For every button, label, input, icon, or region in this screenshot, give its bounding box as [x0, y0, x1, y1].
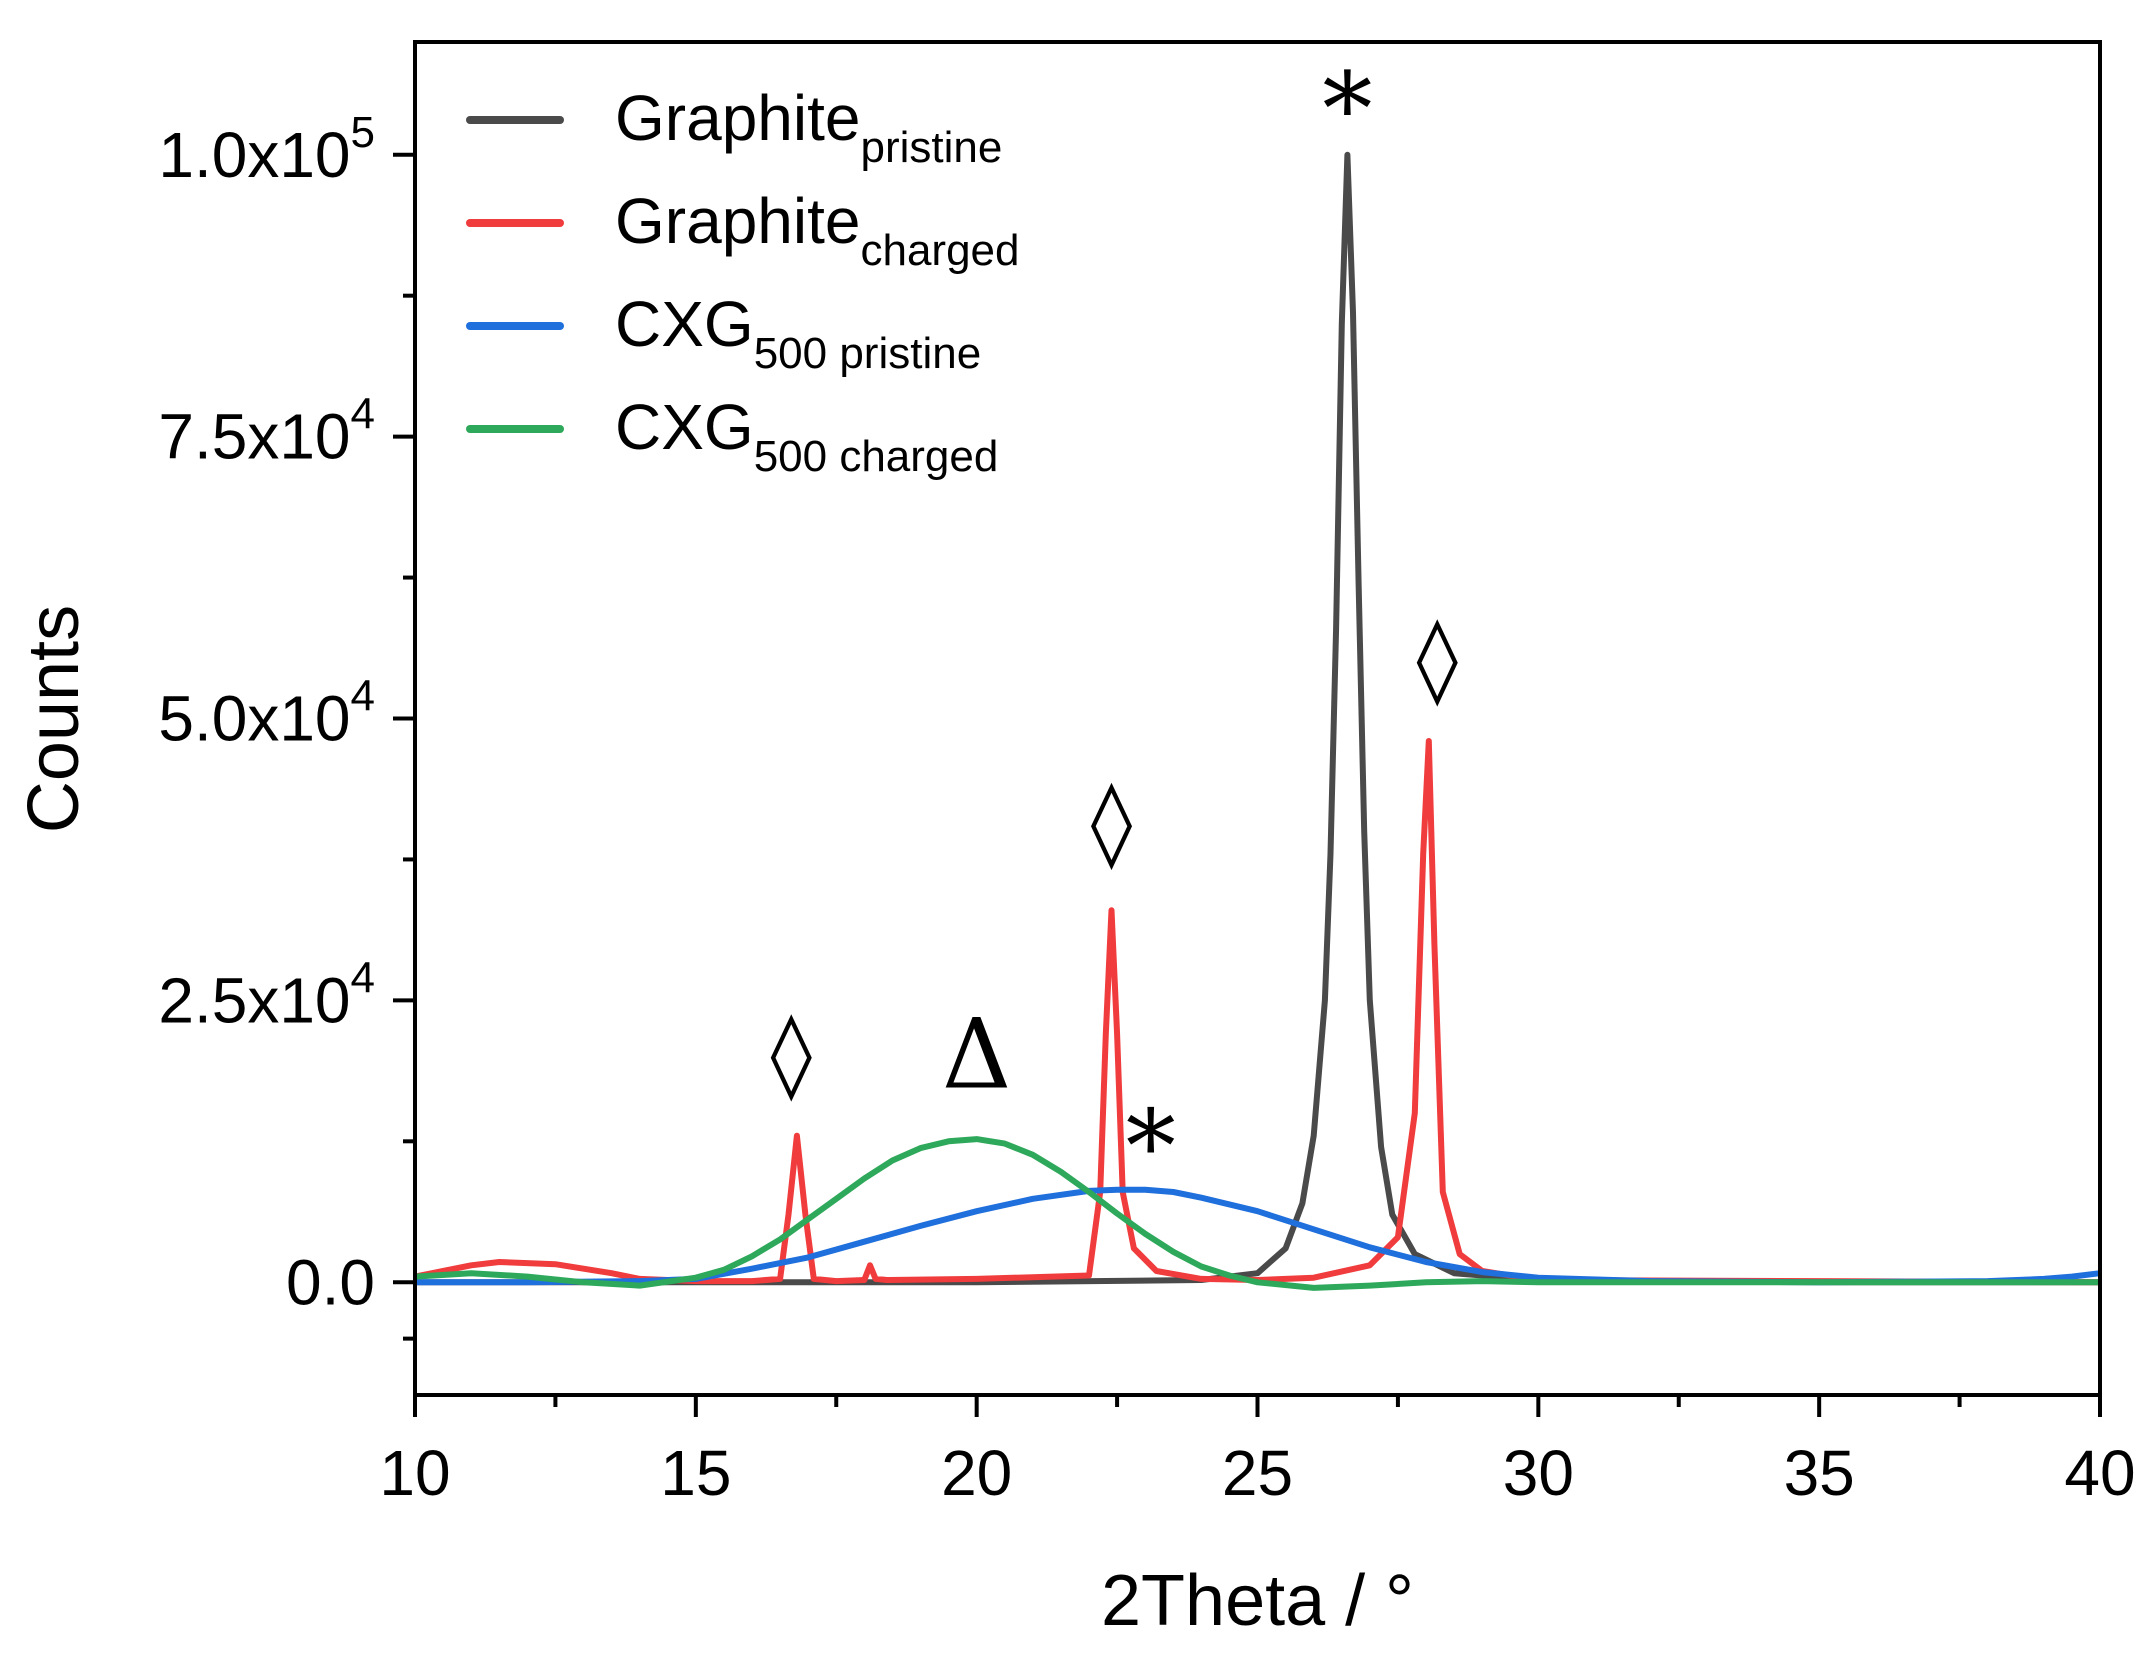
x-tick-label: 30	[1503, 1437, 1574, 1509]
legend-label-3: CXG500 pristine	[615, 288, 981, 378]
x-axis-title: 2Theta / °	[1101, 1561, 1414, 1641]
y-tick-label: 0.0	[286, 1246, 375, 1318]
y-tick-label: 2.5x104	[158, 953, 375, 1036]
series-line-3	[415, 1186, 2101, 1286]
annotation-layer: * * ◊ ◊ ◊ Δ	[771, 51, 1459, 1205]
legend-label-1: Graphitepristine	[615, 82, 1002, 172]
x-tick-label: 20	[941, 1437, 1012, 1509]
x-tick-label: 40	[2064, 1437, 2135, 1509]
y-tick-label: 5.0x104	[158, 672, 375, 755]
x-tick-label: 25	[1222, 1437, 1293, 1509]
peak-marker-6: Δ	[942, 998, 1011, 1110]
peak-marker-1: *	[1322, 51, 1372, 168]
ticks-layer: 10 15 20 25 30 35 40 0.0 2.5x104 5.0x104 7.5x104 1.…	[158, 108, 2135, 1509]
y-tick-label: 7.5x104	[158, 390, 375, 473]
legend-label-2: Graphitecharged	[615, 185, 1019, 275]
legend-label-4: CXG500 charged	[615, 391, 998, 481]
x-tick-label: 10	[379, 1437, 450, 1509]
series-line-2	[414, 738, 2101, 1286]
legend: Graphitepristine Graphitecharged CXG500 pr…	[466, 82, 1019, 481]
x-tick-label: 35	[1784, 1437, 1855, 1509]
peak-marker-2: *	[1126, 1088, 1176, 1205]
x-tick-label: 15	[660, 1437, 731, 1509]
y-tick-label: 1.0x105	[158, 108, 375, 191]
peak-marker-3: ◊	[771, 1004, 813, 1102]
peak-marker-5: ◊	[1416, 609, 1458, 707]
series-layer	[414, 151, 2101, 1291]
y-axis-title: Counts	[14, 605, 94, 833]
peak-marker-4: ◊	[1091, 773, 1133, 871]
series-line-4	[414, 1136, 2100, 1291]
